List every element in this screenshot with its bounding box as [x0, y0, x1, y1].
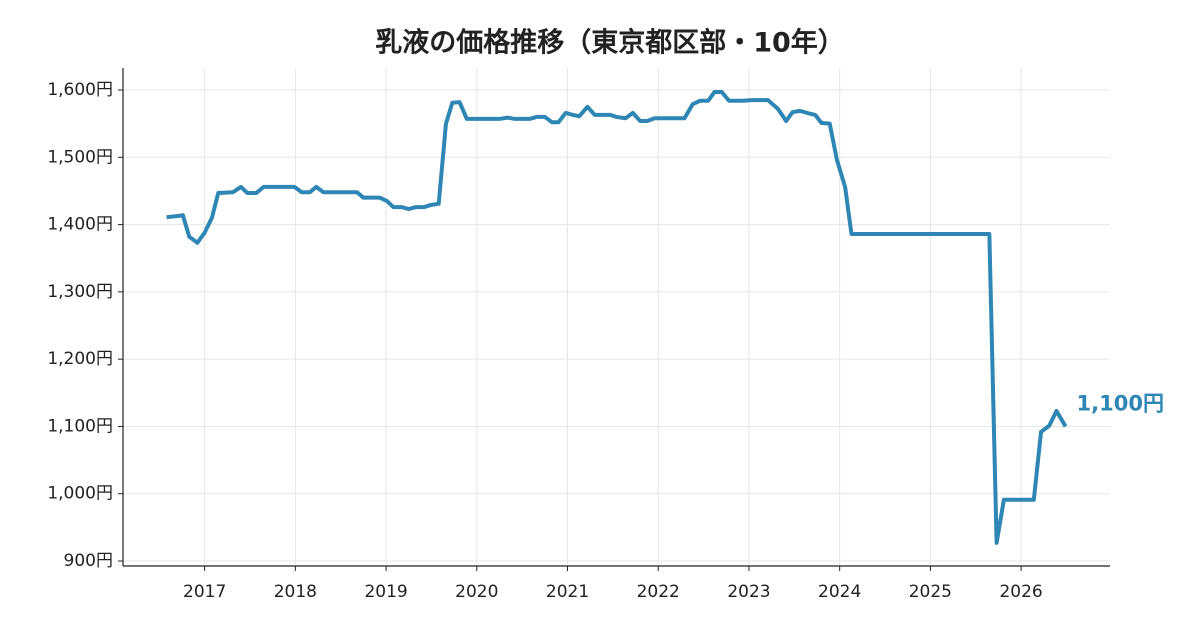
x-tick-label: 2021 [546, 582, 589, 602]
x-tick-label: 2025 [909, 582, 952, 602]
y-tick-label: 1,200円 [47, 349, 113, 369]
y-tick-label: 1,400円 [47, 215, 113, 235]
y-tick-label: 1,600円 [47, 80, 113, 100]
y-tick-label: 900円 [64, 551, 113, 571]
x-tick-label: 2022 [637, 582, 680, 602]
x-tick-label: 2017 [183, 582, 226, 602]
x-tick-label: 2018 [274, 582, 317, 602]
y-tick-label: 1,000円 [47, 484, 113, 504]
y-tick-label: 1,300円 [47, 282, 113, 302]
x-tick-label: 2024 [818, 582, 861, 602]
price-line [166, 90, 1068, 545]
y-tick-label: 1,100円 [47, 416, 113, 436]
x-tick-label: 2026 [999, 582, 1042, 602]
y-tick-label: 1,500円 [47, 147, 113, 167]
x-tick-label: 2019 [364, 582, 407, 602]
x-tick-label: 2020 [455, 582, 498, 602]
chart-title: 乳液の価格推移（東京都区部・10年） [375, 27, 845, 59]
x-tick-label: 2023 [727, 582, 770, 602]
last-value-label: 1,100円 [1077, 391, 1164, 415]
